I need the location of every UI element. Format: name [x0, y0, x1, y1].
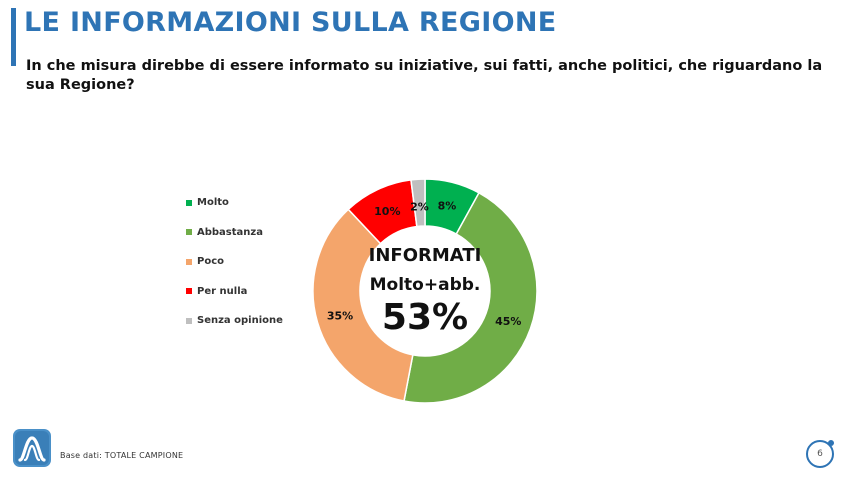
legend-label: Poco	[197, 256, 224, 268]
title-accent-bar	[11, 8, 16, 66]
company-logo	[13, 429, 51, 467]
legend-label: Senza opinione	[197, 315, 283, 327]
slice-poco	[312, 208, 414, 402]
legend-swatch	[186, 317, 192, 324]
page-number: 6	[806, 440, 834, 468]
donut-center-label: INFORMATI Molto+abb. 53%	[355, 245, 495, 338]
data-label-senza-opinione: 2%	[410, 201, 429, 214]
page-title: LE INFORMAZIONI SULLA REGIONE	[24, 7, 557, 38]
data-label-molto: 8%	[438, 199, 457, 212]
page-number-dot	[828, 440, 834, 446]
data-label-poco: 35%	[327, 310, 353, 323]
legend-label: Molto	[197, 197, 229, 209]
center-value: 53%	[381, 297, 469, 338]
chart-legend: Molto Abbastanza Poco Per nulla Senza op…	[186, 188, 283, 336]
donut-hole	[361, 227, 489, 355]
slice-abbastanza	[403, 191, 538, 404]
legend-item-abbastanza: Abbastanza	[186, 218, 283, 248]
legend-swatch	[186, 258, 192, 265]
legend-label: Per nulla	[197, 285, 248, 297]
legend-item-senza-opinione: Senza opinione	[186, 306, 283, 336]
legend-item-per-nulla: Per nulla	[186, 277, 283, 307]
data-label-abbastanza: 45%	[495, 315, 521, 328]
legend-swatch	[186, 199, 192, 206]
legend-item-molto: Molto	[186, 188, 283, 218]
survey-question: In che misura direbbe di essere informat…	[26, 58, 823, 93]
center-subtitle: Molto+abb.	[369, 275, 481, 295]
data-label-per-nulla: 10%	[374, 205, 400, 218]
legend-swatch	[186, 229, 192, 236]
center-title: INFORMATI	[368, 245, 482, 266]
base-data-note: Base dati: TOTALE CAMPIONE	[60, 451, 184, 460]
donut-chart: 8% 45% 35% 10% 2%	[312, 178, 538, 404]
legend-label: Abbastanza	[197, 226, 263, 238]
legend-item-poco: Poco	[186, 247, 283, 277]
slice-senza-opinione	[410, 178, 426, 228]
legend-swatch	[186, 288, 192, 295]
